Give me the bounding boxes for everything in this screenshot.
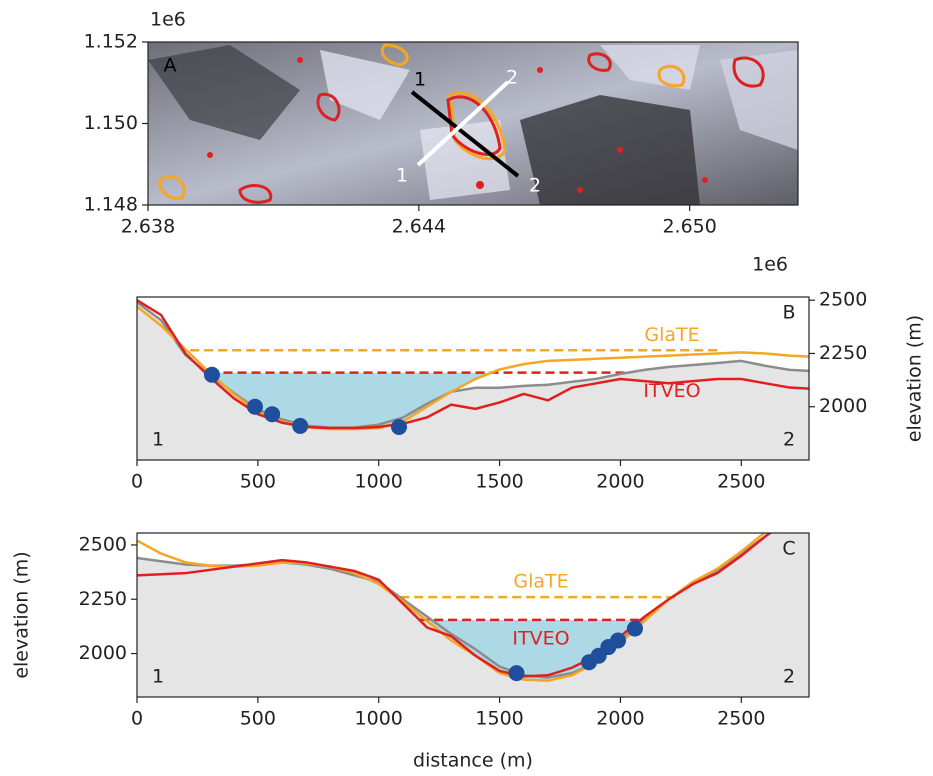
plot-area	[137, 299, 809, 460]
start-label: 1	[152, 666, 164, 688]
x-tick-label: 2000	[596, 471, 644, 493]
lake	[209, 372, 631, 430]
terrain-fill	[137, 302, 809, 460]
x-tick-label: 2500	[717, 708, 765, 730]
plot-area	[137, 533, 809, 697]
x-tick-label: 0	[131, 471, 143, 493]
sensor-point	[264, 406, 281, 423]
y-offset: 1e6	[150, 9, 186, 31]
x-tick-label: 1500	[475, 708, 523, 730]
y-tick-label: 2500	[79, 533, 127, 555]
panel-label: A	[164, 55, 177, 77]
x-tick-label: 1000	[355, 708, 403, 730]
x-tick-label: 0	[131, 708, 143, 730]
x-tick-label: 2000	[596, 708, 644, 730]
x-tick-label: 2500	[717, 471, 765, 493]
sensor-point	[246, 398, 263, 415]
level-label: GlaTE	[513, 571, 568, 593]
y-tick-label: 2000	[819, 395, 867, 417]
sensor-point	[203, 366, 220, 383]
x-tick-label: 500	[240, 708, 276, 730]
x-offset: 1e6	[752, 254, 788, 276]
level-label: ITVEO	[643, 380, 700, 402]
start-label: 1	[152, 429, 164, 451]
profile-label: 2	[506, 67, 518, 89]
panel-label: B	[782, 302, 795, 324]
profile-label: 1	[396, 165, 408, 187]
level-label: ITVEO	[512, 627, 569, 649]
panel-label: C	[782, 538, 795, 560]
y-tick-label: 1.152	[84, 31, 138, 53]
y-tick-label: 2250	[79, 588, 127, 610]
y-tick-label: 1.148	[84, 194, 138, 216]
sensor-point	[626, 620, 643, 637]
sensor-point	[391, 418, 408, 435]
axes-frame	[136, 532, 810, 698]
y-tick-label: 2500	[819, 289, 867, 311]
map-image	[148, 42, 798, 205]
x-tick-label: 1000	[355, 471, 403, 493]
profile-label: 1	[414, 69, 426, 91]
axes-frame	[136, 296, 810, 461]
x-tick-label: 1500	[475, 471, 523, 493]
sensor-point	[610, 632, 627, 649]
terrain-fill	[137, 533, 809, 697]
x-tick-label: 2.638	[121, 216, 175, 238]
y-axis-label: elevation (m)	[904, 315, 926, 442]
y-tick-label: 2250	[819, 342, 867, 364]
x-tick-label: 2.650	[662, 216, 716, 238]
profile-label: 2	[529, 175, 541, 197]
x-tick-label: 500	[240, 471, 276, 493]
y-axis-label: elevation (m)	[11, 551, 33, 678]
profile-line	[137, 533, 773, 678]
sensor-point	[292, 417, 309, 434]
y-tick-label: 1.150	[84, 112, 138, 134]
end-label: 2	[783, 666, 795, 688]
sensor-point	[508, 665, 525, 682]
x-axis-label: distance (m)	[413, 750, 533, 772]
x-tick-label: 2.644	[392, 216, 446, 238]
end-label: 2	[783, 429, 795, 451]
level-label: GlaTE	[644, 324, 699, 346]
y-tick-label: 2000	[79, 642, 127, 664]
